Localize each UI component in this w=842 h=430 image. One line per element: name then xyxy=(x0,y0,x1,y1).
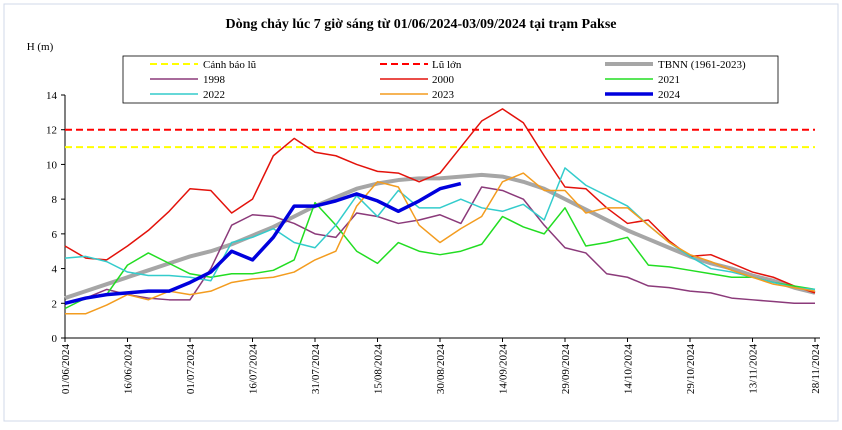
series-line xyxy=(64,186,815,305)
legend xyxy=(122,55,779,104)
y-axis-label: H (m) xyxy=(27,41,54,53)
y-tick-label: 4 xyxy=(52,264,58,276)
series-line xyxy=(64,181,462,305)
x-tick-label: 13/11/2024 xyxy=(748,344,760,394)
legend-label: 1998 xyxy=(203,74,226,86)
legend-label: 2022 xyxy=(203,89,225,101)
series-line xyxy=(64,167,816,291)
y-tick-label: 8 xyxy=(52,194,58,206)
y-tick-label: 6 xyxy=(52,229,58,241)
legend-label: TBNN (1961-2023) xyxy=(658,59,746,71)
chart-title: Dòng chảy lúc 7 giờ sáng từ 01/06/2024-0… xyxy=(225,17,616,32)
y-tick-label: 0 xyxy=(52,333,58,345)
x-tick-label: 01/06/2024 xyxy=(60,344,72,395)
y-tick-label: 14 xyxy=(46,90,58,102)
x-tick-label: 29/09/2024 xyxy=(560,344,572,395)
x-tick-label: 14/10/2024 xyxy=(623,344,635,395)
y-tick-label: 2 xyxy=(52,298,58,310)
legend-label: Lũ lớn xyxy=(432,59,462,71)
x-tick-label: 31/07/2024 xyxy=(310,344,322,395)
legend-label: 2024 xyxy=(658,89,681,101)
x-tick-label: 14/09/2024 xyxy=(498,344,510,395)
x-tick-label: 29/10/2024 xyxy=(685,344,697,395)
x-tick-label: 28/11/2024 xyxy=(810,344,822,394)
y-tick-label: 12 xyxy=(46,125,57,137)
y-tick-label: 10 xyxy=(46,159,58,171)
legend-label: Cảnh báo lũ xyxy=(203,59,257,71)
x-tick-label: 16/06/2024 xyxy=(123,344,135,395)
legend-label: 2023 xyxy=(432,89,455,101)
series-line xyxy=(64,201,816,310)
x-tick-label: 01/07/2024 xyxy=(185,344,197,395)
x-tick-label: 15/08/2024 xyxy=(373,344,385,395)
series-line xyxy=(65,172,816,315)
legend-label: 2000 xyxy=(432,74,455,86)
x-tick-label: 16/07/2024 xyxy=(248,344,260,395)
x-tick-label: 30/08/2024 xyxy=(435,344,447,395)
legend-label: 2021 xyxy=(658,74,680,86)
